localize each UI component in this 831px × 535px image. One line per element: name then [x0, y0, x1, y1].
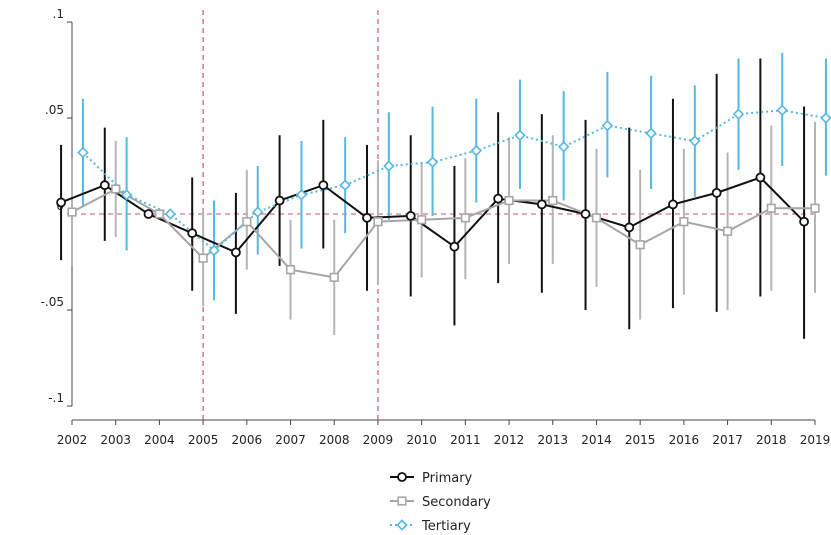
secondary-point [198, 253, 208, 263]
x-tick-label: 2011 [450, 433, 481, 447]
secondary-point [548, 195, 558, 206]
x-tick-label: 2003 [100, 433, 131, 447]
secondary-point [591, 213, 602, 223]
x-tick-label: 2005 [188, 433, 219, 447]
legend-primary-marker [397, 472, 407, 482]
tertiary-point [252, 206, 264, 218]
x-tick-label: 2006 [232, 433, 263, 447]
series-lines [60, 109, 827, 279]
tertiary-point [339, 179, 351, 191]
tertiary-point [689, 135, 701, 147]
x-tick-label: 2017 [712, 433, 743, 447]
secondary-point [373, 217, 383, 227]
axes: .1.050-.05-.1200220032004200520062007200… [41, 7, 831, 447]
secondary-point [504, 195, 514, 206]
tertiary-point [120, 189, 133, 201]
primary-point [99, 180, 110, 191]
legend: Primary Secondary Tertiary [390, 471, 491, 534]
secondary-point [635, 240, 645, 250]
x-tick-label: 2002 [57, 433, 88, 447]
tertiary-point [295, 189, 308, 201]
primary-point [493, 193, 504, 204]
y-tick-label: -.05 [41, 295, 64, 309]
legend-tertiary-marker [396, 519, 408, 531]
x-tick-label: 2019 [800, 433, 831, 447]
tertiary-point [470, 144, 483, 157]
primary-point [624, 222, 635, 233]
y-tick-label: .05 [45, 103, 64, 117]
series-markers [56, 104, 831, 282]
primary-point [187, 228, 198, 239]
primary-point [536, 199, 547, 210]
secondary-point [679, 217, 689, 227]
legend-secondary-marker [397, 496, 407, 506]
primary-point [668, 199, 678, 210]
secondary-point [810, 203, 820, 213]
primary-point [711, 187, 722, 198]
primary-point [449, 241, 460, 252]
x-tick-label: 2016 [669, 433, 700, 447]
x-tick-label: 2014 [581, 433, 612, 447]
x-tick-label: 2018 [756, 433, 787, 447]
x-tick-label: 2010 [406, 433, 437, 447]
x-tick-label: 2004 [144, 433, 175, 447]
x-tick-label: 2009 [363, 433, 394, 447]
y-tick-label: -.1 [48, 391, 64, 405]
primary-point [799, 216, 809, 227]
secondary-point [766, 203, 776, 213]
confidence-intervals [60, 52, 827, 339]
tertiary-point [645, 127, 657, 140]
secondary-point [154, 209, 165, 219]
x-tick-label: 2008 [319, 433, 350, 447]
legend-primary-label: Primary [422, 471, 473, 486]
secondary-point [417, 215, 427, 225]
primary-point [143, 209, 154, 219]
tertiary-point [820, 112, 831, 124]
tertiary-line [82, 109, 827, 252]
primary-point [274, 195, 285, 206]
tertiary-point [514, 129, 526, 142]
tertiary-point [776, 104, 788, 117]
tertiary-point [732, 108, 745, 120]
primary-point [405, 211, 416, 221]
tertiary-point [426, 156, 439, 168]
primary-point [580, 209, 591, 219]
tertiary-point [383, 160, 395, 172]
legend-tertiary-label: Tertiary [421, 519, 471, 534]
legend-secondary-label: Secondary [422, 495, 491, 510]
primary-point [56, 197, 66, 208]
primary-point [318, 180, 329, 191]
secondary-point [460, 213, 470, 223]
secondary-point [722, 226, 733, 236]
tertiary-point [164, 208, 177, 220]
secondary-point [67, 207, 77, 217]
primary-line [60, 176, 805, 254]
secondary-point [111, 184, 121, 194]
tertiary-point [77, 146, 89, 159]
secondary-point [329, 272, 339, 282]
primary-point [362, 212, 372, 223]
y-tick-label: .1 [53, 7, 64, 21]
tertiary-point [557, 141, 570, 153]
secondary-point [242, 217, 252, 227]
primary-point [755, 172, 766, 183]
secondary-point [285, 265, 296, 275]
x-tick-label: 2013 [537, 433, 568, 447]
primary-point [230, 247, 241, 258]
reference-lines [72, 10, 815, 420]
secondary-line [71, 187, 815, 279]
x-tick-label: 2015 [625, 433, 656, 447]
x-tick-label: 2012 [494, 433, 525, 447]
x-tick-label: 2007 [275, 433, 306, 447]
tertiary-point [208, 244, 220, 257]
tertiary-point [601, 119, 614, 132]
